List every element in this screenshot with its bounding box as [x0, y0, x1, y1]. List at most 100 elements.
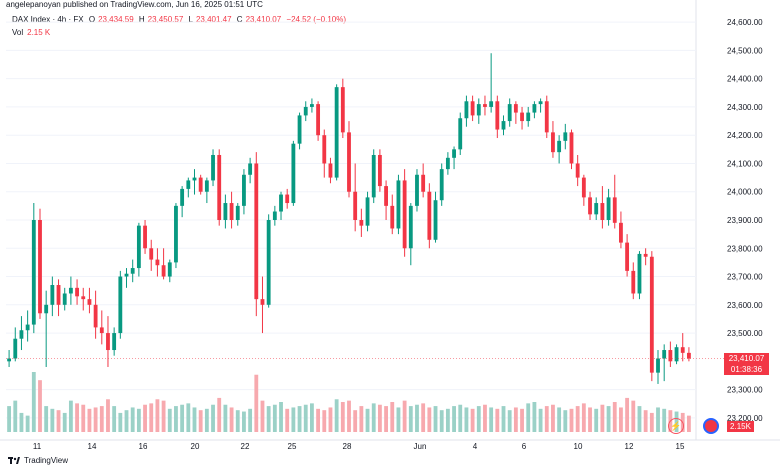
volume-bar	[248, 408, 253, 432]
volume-bar	[31, 372, 36, 432]
volume-bar	[161, 400, 166, 432]
candle-body	[198, 177, 203, 192]
volume-bar	[198, 410, 203, 432]
candle-body	[371, 154, 376, 198]
volume-bar	[328, 407, 333, 432]
candle-body	[445, 157, 450, 170]
candle-body	[62, 293, 67, 305]
candle-body	[600, 203, 605, 220]
close-value: 23,410.07	[245, 15, 282, 24]
candle-body	[365, 197, 370, 226]
volume-bar	[68, 400, 73, 432]
candle-body	[637, 253, 642, 294]
candle-body	[279, 194, 283, 212]
candle-body	[656, 358, 660, 373]
candle-body	[217, 154, 222, 220]
candle-body	[612, 197, 617, 223]
volume-bar	[44, 406, 49, 432]
volume-bar	[489, 407, 494, 432]
candle-body	[303, 106, 308, 116]
volume-bar	[415, 404, 419, 432]
candle-body	[75, 287, 79, 297]
y-tick-label: 24,000.00	[727, 188, 763, 197]
volume-bar	[260, 400, 265, 432]
volume-bar	[371, 403, 376, 432]
x-tick-label: 15	[676, 442, 685, 451]
candle-body	[625, 242, 630, 271]
avatar[interactable]	[703, 418, 719, 434]
candle-body	[495, 101, 500, 130]
volume-bar	[551, 404, 555, 432]
candle-body	[384, 186, 388, 206]
high-label: H	[138, 15, 145, 24]
candle-body	[118, 276, 123, 334]
x-tick-label: 14	[88, 442, 97, 451]
y-tick-label: 23,600.00	[727, 301, 763, 310]
candle-body	[520, 112, 524, 122]
low-label: L	[188, 15, 193, 24]
volume-bar	[662, 408, 667, 432]
volume-bar	[520, 408, 524, 432]
candle-body	[167, 262, 172, 277]
candle-body	[544, 101, 549, 133]
candle-body	[328, 163, 333, 178]
candle-body	[56, 285, 61, 305]
volume-bar	[272, 404, 277, 432]
open-label: O	[88, 15, 96, 24]
volume-bar	[365, 408, 370, 432]
lightning-icon[interactable]: ⚡	[668, 418, 684, 434]
volume-bar	[612, 402, 617, 432]
volume-bar	[192, 407, 197, 432]
candle-body	[668, 350, 673, 362]
volume-bar	[136, 408, 141, 432]
candle-body	[149, 248, 154, 260]
candle-body	[322, 135, 327, 164]
candle-body	[347, 132, 351, 192]
candle-body	[242, 174, 246, 206]
candle-body	[223, 203, 228, 220]
volume-bar	[377, 404, 382, 432]
candle-body	[483, 104, 487, 107]
volume-bar	[143, 404, 147, 432]
volume-bar	[532, 402, 537, 432]
volume-bar	[118, 412, 123, 432]
candle-body	[7, 358, 12, 362]
x-tick-label: 28	[343, 442, 352, 451]
volume-bar	[625, 397, 630, 432]
candle-body	[93, 304, 98, 328]
candle-body	[272, 211, 277, 220]
last-price-value: 23,410.07	[728, 354, 765, 363]
y-tick-label: 24,100.00	[727, 159, 763, 168]
candle-body	[619, 222, 623, 243]
candle-body	[402, 180, 407, 249]
bar-countdown: 01:38:36	[730, 365, 763, 374]
candle-body	[575, 163, 580, 178]
volume-bar	[130, 407, 135, 432]
volume-bar	[87, 408, 92, 432]
volume-bar	[347, 400, 351, 432]
volume-bar	[686, 415, 691, 432]
volume-bar	[501, 406, 506, 432]
volume-bar	[62, 412, 67, 432]
candle-body	[211, 154, 215, 181]
symbol-label[interactable]: DAX Index · 4h · FX	[12, 15, 84, 24]
candle-body	[124, 273, 129, 277]
volume-bar	[112, 406, 117, 432]
volume-bar	[464, 407, 469, 432]
volume-bar	[56, 410, 61, 432]
candle-body	[174, 205, 178, 263]
candle-body	[649, 256, 654, 373]
candle-body	[464, 101, 469, 119]
volume-bar	[476, 406, 481, 432]
candle-body	[266, 220, 271, 305]
volume-bar	[408, 406, 413, 432]
volume-bar	[303, 404, 308, 432]
volume-bar	[563, 410, 568, 432]
candle-body	[340, 87, 345, 133]
y-tick-label: 24,200.00	[727, 131, 763, 140]
volume-bar	[427, 407, 432, 432]
x-tick-label: 20	[191, 442, 200, 451]
volume-bar	[38, 380, 42, 432]
volume-bar	[106, 399, 110, 432]
